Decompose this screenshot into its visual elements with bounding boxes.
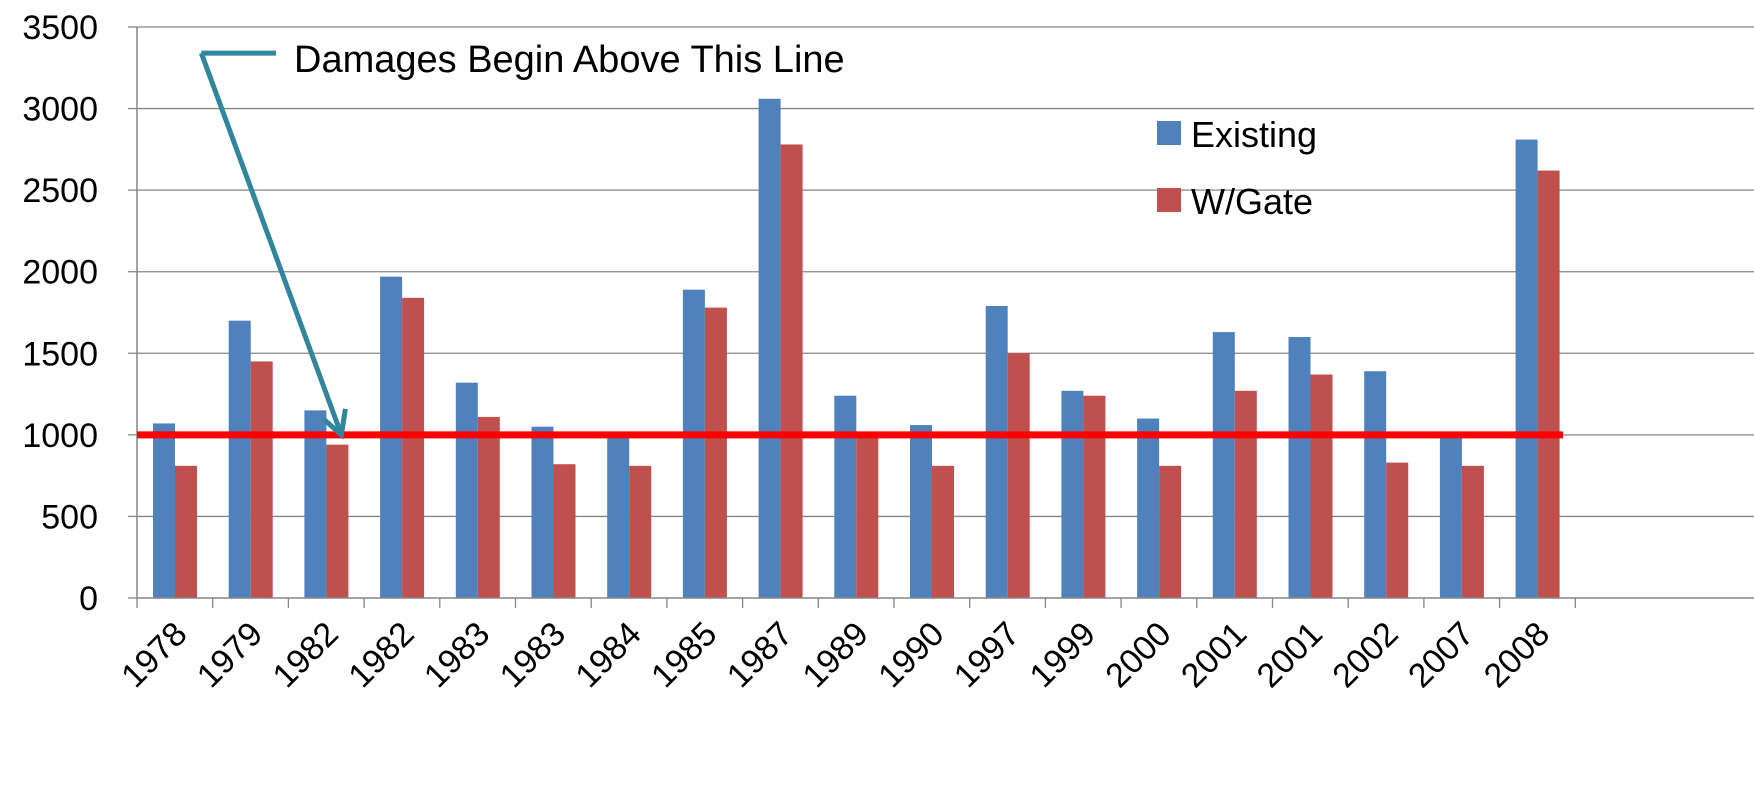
x-tick-label: 1989 (795, 615, 875, 695)
bar-existing (1061, 390, 1084, 598)
x-tick-label: 2001 (1174, 615, 1254, 695)
y-tick-label: 500 (41, 498, 98, 536)
y-tick-label: 2500 (22, 172, 98, 210)
x-tick-label: 2002 (1325, 615, 1405, 695)
y-tick-label: 3500 (22, 9, 98, 47)
bar-existing (910, 425, 932, 598)
bar-w-gate (932, 465, 954, 598)
bar-w-gate (1537, 170, 1560, 598)
bar-existing (455, 382, 478, 598)
y-tick-label: 1500 (22, 335, 98, 373)
bar-existing (1364, 371, 1387, 598)
x-tick-label: 1987 (720, 615, 800, 695)
bar-w-gate (477, 416, 500, 598)
annotation-text: Damages Begin Above This Line (294, 39, 845, 81)
bars (153, 98, 1560, 598)
x-tick-label: 2000 (1098, 615, 1178, 695)
y-tick-label: 3000 (22, 91, 98, 129)
bar-w-gate (1159, 465, 1182, 598)
legend: Existing W/Gate (1157, 114, 1317, 222)
bar-w-gate (780, 144, 803, 598)
bar-existing (682, 289, 705, 598)
x-tick-label: 2001 (1250, 615, 1330, 695)
bar-w-gate (175, 465, 197, 598)
x-tick-label: 1978 (114, 615, 194, 695)
bar-w-gate (402, 297, 425, 598)
bar-w-gate (856, 433, 879, 598)
bar-existing (1137, 418, 1160, 598)
x-tick-label: 1984 (568, 615, 648, 695)
bar-existing (228, 320, 251, 598)
annotation-arrow (198, 52, 344, 436)
bar-existing (985, 305, 1008, 598)
bar-w-gate (250, 361, 273, 598)
legend-label: W/Gate (1191, 181, 1313, 222)
axes: 0500100015002000250030003500197819791982… (22, 9, 1754, 695)
bar-existing (304, 410, 327, 598)
x-tick-label: 1982 (341, 615, 421, 695)
bar-existing (1288, 336, 1311, 598)
bar-w-gate (629, 465, 652, 598)
legend-label: Existing (1191, 114, 1317, 155)
x-tick-label: 1982 (266, 615, 346, 695)
bar-existing (1515, 139, 1538, 598)
x-tick-label: 1983 (417, 615, 497, 695)
bar-w-gate (1083, 395, 1106, 598)
y-tick-label: 2000 (22, 254, 98, 292)
bar-existing (834, 395, 857, 598)
legend-swatch (1157, 188, 1181, 212)
y-tick-label: 1000 (22, 417, 98, 455)
x-tick-label: 1990 (871, 615, 951, 695)
bar-existing (758, 98, 781, 598)
x-tick-label: 2008 (1477, 615, 1557, 695)
x-tick-label: 2007 (1401, 615, 1481, 695)
bar-w-gate (1310, 374, 1333, 598)
annotation-arrowhead (321, 408, 348, 440)
bar-w-gate (1386, 462, 1409, 598)
bar-existing (1212, 332, 1235, 598)
y-tick-label: 0 (79, 580, 98, 618)
x-tick-label: 1983 (493, 615, 573, 695)
x-tick-label: 1997 (947, 615, 1027, 695)
bar-w-gate (553, 464, 576, 598)
legend-swatch (1157, 121, 1181, 145)
x-tick-label: 1999 (1023, 615, 1103, 695)
bar-existing (1439, 433, 1462, 598)
x-tick-label: 1985 (644, 615, 724, 695)
bar-w-gate (1461, 465, 1484, 598)
bar-existing (531, 426, 554, 598)
bar-w-gate (704, 307, 727, 598)
gridlines (137, 26, 1754, 518)
bar-w-gate (326, 444, 349, 598)
bar-w-gate (1234, 390, 1257, 598)
bar-existing (607, 433, 630, 598)
x-tick-label: 1979 (190, 615, 270, 695)
annotation: Damages Begin Above This Line (198, 39, 845, 440)
bar-existing (153, 423, 175, 598)
bar-w-gate (1007, 353, 1030, 598)
